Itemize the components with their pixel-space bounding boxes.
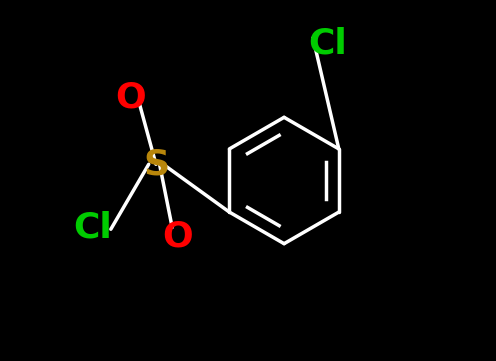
Text: Cl: Cl — [308, 26, 347, 60]
Text: O: O — [162, 219, 193, 253]
Text: S: S — [143, 147, 169, 181]
Text: O: O — [115, 81, 146, 114]
Text: Cl: Cl — [73, 210, 112, 244]
